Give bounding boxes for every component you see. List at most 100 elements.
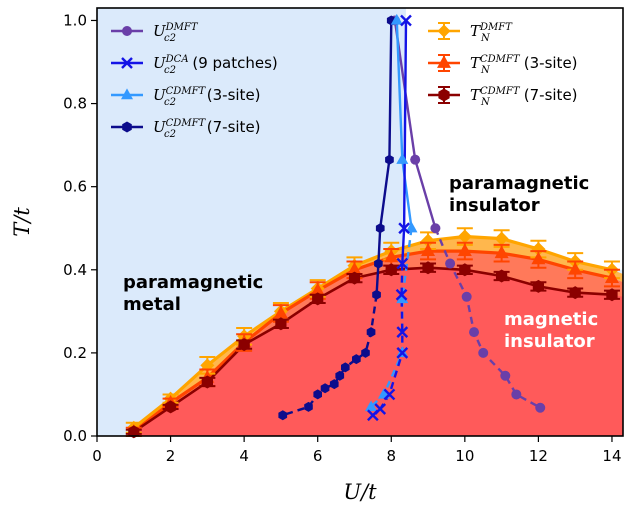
dca-point [383, 388, 396, 401]
legend-marker [438, 88, 450, 102]
legend-sub: c2 [164, 33, 176, 44]
cdmft7-dashed-line [282, 294, 378, 417]
legend-base: U [153, 22, 167, 40]
cdmft7-point [320, 383, 330, 394]
cdmft7-point [372, 289, 381, 300]
x-tick-label: 6 [313, 447, 323, 465]
series-markers [125, 13, 620, 439]
legend-item-dmft: UDMFT c2 [111, 22, 199, 44]
legend-label: TDMFT N [470, 22, 513, 44]
tn_cdmft7-point [238, 338, 250, 352]
paramagnetic-metal-label-line: metal [123, 294, 181, 315]
dca-point [396, 257, 409, 270]
legend-item-tn_dmft: TDMFT N [428, 22, 513, 44]
legend-sup: DMFT [165, 22, 199, 33]
tn_cdmft3-point [494, 245, 509, 259]
dmft-point [469, 327, 480, 338]
magnetic-insulator-label-line: magnetic [504, 309, 598, 330]
y-tick-label: 0.2 [63, 344, 87, 362]
cdmft7-point [374, 258, 383, 269]
tn_cdmft7-point [275, 317, 287, 331]
magnetic-insulator-label-line: insulator [504, 331, 595, 352]
paramagnetic-metal-label-line: paramagnetic [123, 272, 263, 293]
phase-region-fills [97, 8, 623, 436]
cdmft7-point [366, 327, 376, 338]
legend-base: T [470, 54, 481, 72]
tn_cdmft7-point [128, 425, 140, 439]
legend-label: UCDMFT c2 (3-site) [153, 86, 261, 108]
dmft-point [511, 389, 522, 400]
tn_cdmft7-line [133, 266, 613, 433]
x-tick-label: 2 [166, 447, 176, 465]
tn_dmft-point [421, 233, 436, 248]
tn_dmft-line [132, 234, 613, 429]
plot-frame [96, 7, 624, 437]
legend-sup: DMFT [479, 22, 513, 33]
legend-sub: N [480, 33, 491, 44]
legend-sup: CDMFT [480, 54, 521, 65]
legend-label: UDMFT c2 [153, 22, 199, 44]
magnetic-region [133, 251, 623, 436]
legend-label: TCDMFT N (3-site) [470, 54, 578, 76]
legend-extra: (3-site) [202, 86, 261, 104]
cdmft3-point [396, 292, 409, 304]
dca-point-stroke-b [398, 222, 410, 235]
dca-point [395, 288, 408, 301]
tn_cdmft3-point [347, 262, 362, 275]
y-tick-label: 1.0 [63, 11, 87, 29]
dca-point [367, 409, 379, 422]
tn_cdmft7-point [569, 286, 581, 300]
dca-point-stroke-b [396, 257, 409, 270]
legend-sup: CDMFT [166, 118, 207, 129]
dmft-point [410, 154, 421, 165]
cdmft7-point [375, 223, 385, 234]
paramagnetic-insulator-label-line: paramagnetic [449, 173, 589, 194]
x-tick-label: 14 [602, 447, 621, 465]
tn_cdmft7-point [385, 263, 397, 277]
dca-point-stroke-b [396, 347, 409, 359]
legend-item-tn_cdmft7: TCDMFT N (7-site) [428, 86, 578, 108]
tn_cdmft3-point [273, 305, 288, 319]
cdmft7-point [304, 401, 313, 412]
legend-extra: (7-site) [519, 86, 578, 104]
legend-marker [437, 55, 451, 68]
tn_dmft-point [531, 242, 546, 257]
tn_cdmft7-point [606, 288, 618, 302]
cdmft7-point [329, 379, 339, 390]
legend-sup: CDMFT [480, 86, 521, 97]
legend-item-cdmft7: UCDMFT c2 (7-site) [111, 118, 261, 140]
legend-base: U [153, 54, 167, 72]
dmft-point [500, 370, 511, 381]
tn_cdmft7-point [422, 261, 434, 275]
legend-extra: (9 patches) [188, 54, 278, 72]
tn_cdmft7-point [496, 269, 508, 283]
cdmft7-point [313, 389, 322, 400]
legend-sub: c2 [164, 129, 176, 140]
tn_cdmft3-point [421, 243, 436, 256]
x-tick-label: 0 [92, 447, 102, 465]
paramagnetic-insulator-region [402, 8, 623, 270]
legend-base: T [470, 86, 481, 104]
x-tick-label: 10 [455, 447, 474, 465]
legend-sup: DCA [165, 54, 189, 65]
x-axis-label: U/t [343, 480, 377, 504]
y-tick-label: 0.4 [63, 261, 87, 279]
dmft-point [461, 291, 472, 302]
dca-point-stroke-b [396, 326, 409, 338]
cdmft7-point [341, 362, 350, 373]
tn_cdmft7-point [532, 279, 544, 293]
legend-sub: N [480, 97, 491, 108]
legend-extra: (7-site) [202, 118, 261, 136]
legend-label: TCDMFT N (7-site) [470, 86, 578, 108]
cdmft7-point [385, 154, 394, 165]
legend-base: U [153, 86, 167, 104]
paramagnetic-insulator-label-line: insulator [449, 195, 540, 216]
legend-label: UDCA c2 (9 patches) [153, 54, 278, 76]
tn_cdmft3-point [384, 249, 399, 263]
legend-sub: c2 [164, 97, 176, 108]
legend-base: U [153, 118, 167, 136]
tn_cdmft7-point [312, 292, 324, 306]
